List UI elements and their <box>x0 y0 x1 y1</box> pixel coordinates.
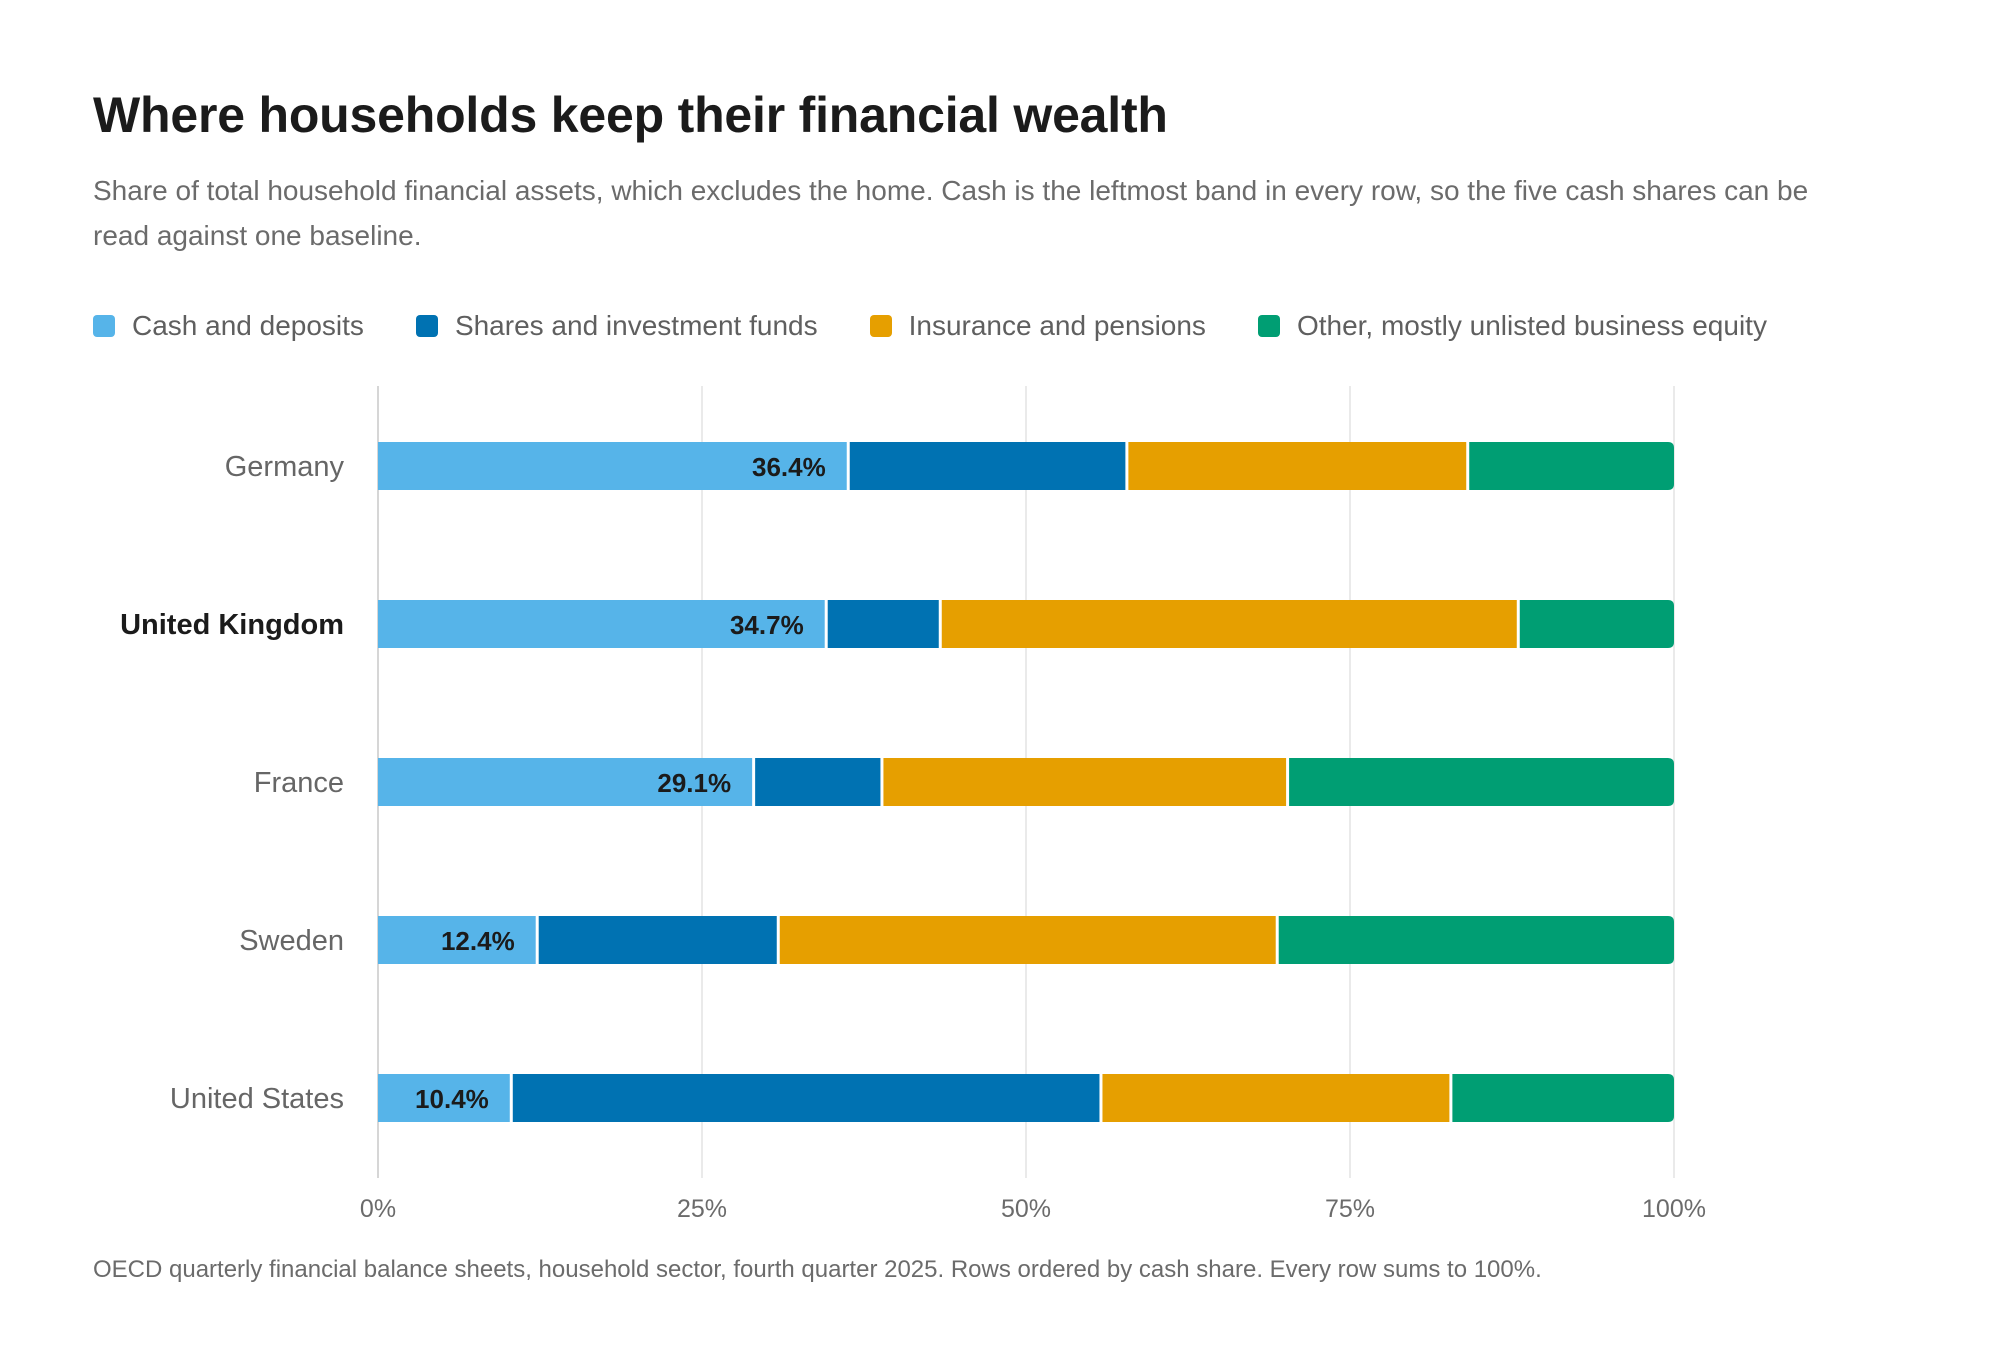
legend-item: Cash and deposits <box>93 310 364 342</box>
bar-data-label: 29.1% <box>657 768 731 798</box>
x-tick-label: 0% <box>360 1195 396 1223</box>
y-category-label: France <box>254 767 344 799</box>
bar-segment <box>378 1074 510 1122</box>
y-category-label: Sweden <box>239 925 344 957</box>
legend-swatch <box>869 315 892 337</box>
bar-segment <box>1289 758 1674 806</box>
bar-data-label: 12.4% <box>441 926 515 956</box>
bar-segment <box>1519 600 1674 648</box>
bar-segment <box>378 916 536 964</box>
bar-segment <box>378 442 847 490</box>
bar-segment <box>1278 916 1674 964</box>
y-category-label: United Kingdom <box>120 609 344 641</box>
legend-item: Other, mostly unlisted business equity <box>1257 310 1767 342</box>
bar-data-label: 36.4% <box>752 452 826 482</box>
bar-segment <box>883 758 1287 806</box>
x-tick-label: 75% <box>1325 1195 1375 1223</box>
bar-segment <box>779 916 1276 964</box>
chart-source-note: OECD quarterly financial balance sheets,… <box>93 1256 1542 1283</box>
bar-segment <box>538 916 777 964</box>
legend-label: Insurance and pensions <box>908 310 1206 341</box>
legend-label: Cash and deposits <box>132 310 364 341</box>
legend-swatch <box>1257 315 1280 337</box>
x-tick-label: 25% <box>677 1195 727 1223</box>
bar-segment <box>941 600 1517 648</box>
bar-segment <box>1452 1074 1674 1122</box>
bar-segment <box>827 600 939 648</box>
bar-data-label: 34.7% <box>730 610 804 640</box>
x-tick-label: 50% <box>1001 1195 1051 1223</box>
y-category-label: Germany <box>225 451 345 483</box>
legend-label: Shares and investment funds <box>454 310 818 341</box>
legend-swatch <box>93 315 115 337</box>
bar-segment <box>1102 1074 1450 1122</box>
legend-label: Other, mostly unlisted business equity <box>1296 310 1767 341</box>
chart-title: Where households keep their financial we… <box>93 87 1168 143</box>
bar-segment <box>1128 442 1467 490</box>
legend-item: Insurance and pensions <box>869 310 1206 342</box>
legend-item: Shares and investment funds <box>415 310 818 342</box>
y-category-label: United States <box>170 1083 344 1115</box>
legend-swatch <box>415 315 438 337</box>
chart-subtitle: Share of total household financial asset… <box>93 175 1809 251</box>
bar-segment <box>378 600 825 648</box>
bar-segment <box>512 1074 1100 1122</box>
bar-segment <box>1469 442 1674 490</box>
bar-segment <box>755 758 881 806</box>
chart-legend: Cash and deposits Shares and investment f… <box>93 306 1819 346</box>
x-tick-label: 100% <box>1642 1195 1706 1223</box>
bar-segment <box>378 758 753 806</box>
bar-segment <box>849 442 1126 490</box>
bar-data-label: 10.4% <box>415 1084 489 1114</box>
